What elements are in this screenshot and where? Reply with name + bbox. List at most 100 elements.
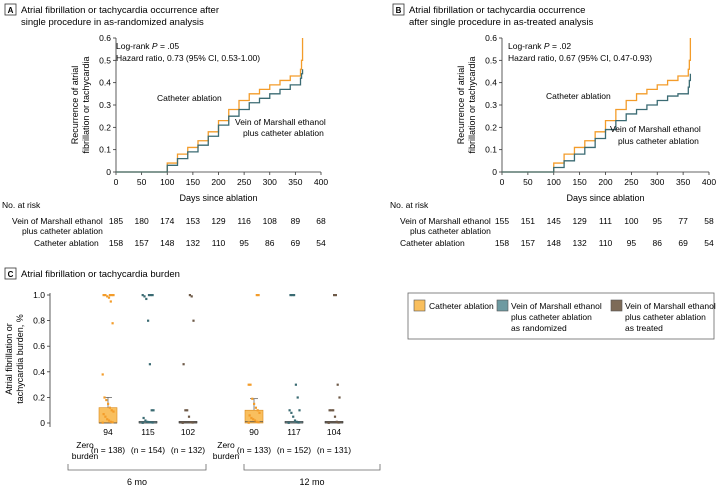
c-point-vom_treat bbox=[192, 319, 195, 322]
a-risk-catheter-value: 95 bbox=[239, 238, 249, 248]
plot-b: 0 50 100 150 200 250 300 350 400 0 0.1 0.2 0.3 0.4 0.5… bbox=[456, 33, 716, 203]
legend-label-vom-treated-2: plus catheter ablation bbox=[625, 312, 706, 322]
panel-a-letter-box bbox=[4, 3, 17, 16]
a-y-axis-label-1: Recurrence of atrial bbox=[70, 66, 80, 145]
c-point-vom_rand bbox=[298, 409, 301, 412]
c-point-vom_rand bbox=[149, 421, 152, 424]
b-risk-vom-value: 155 bbox=[495, 216, 509, 226]
b-risk-vom-value: 145 bbox=[547, 216, 561, 226]
panel-a-risk-row1-label-2: plus catheter ablation bbox=[22, 226, 103, 236]
b-y-tick-label: 0.6 bbox=[485, 33, 497, 43]
a-risk-vom-value: 153 bbox=[186, 216, 200, 226]
c-point-catheter bbox=[247, 421, 250, 424]
b-vom-curve bbox=[502, 73, 692, 173]
a-y-tick-label: 0.4 bbox=[99, 78, 111, 88]
b-y-tick-label: 0.4 bbox=[485, 78, 497, 88]
c-point-vom_rand bbox=[149, 294, 152, 297]
panel-b-risk-row1-label-1: Vein of Marshall ethanol bbox=[400, 216, 491, 226]
legend-swatch-vom-randomized bbox=[496, 299, 509, 312]
a-risk-vom-value: 180 bbox=[135, 216, 149, 226]
a-catheter-curve bbox=[116, 38, 304, 173]
group-label-12mo: 12 mo bbox=[299, 477, 324, 487]
c-point-catheter bbox=[107, 419, 111, 422]
panel-b-label-vom-1: Vein of Marshall ethanol bbox=[610, 124, 701, 134]
legend-label-vom-randomized-3: as randomized bbox=[511, 323, 567, 333]
panel-b-hazard: Hazard ratio, 0.67 (95% CI, 0.47-0.93) bbox=[508, 53, 652, 63]
c-point-vom_treat bbox=[334, 294, 337, 297]
panel-b-title-2: after single procedure in as-treated ana… bbox=[409, 17, 594, 28]
panel-a-title-2: single procedure in as-randomized analys… bbox=[21, 17, 204, 28]
c-point-catheter bbox=[106, 295, 109, 298]
c-point-catheter bbox=[255, 420, 258, 423]
c-point-vom_treat bbox=[336, 383, 339, 386]
b-risk-catheter-value: 148 bbox=[547, 238, 561, 248]
c-point-vom_rand bbox=[289, 294, 292, 297]
a-risk-vom-value: 185 bbox=[109, 216, 123, 226]
legend-label-vom-treated-3: as treated bbox=[625, 323, 663, 333]
b-risk-catheter-value: 132 bbox=[573, 238, 587, 248]
c-point-catheter bbox=[111, 421, 114, 424]
legend-label-vom-treated-1: Vein of Marshall ethanol bbox=[625, 301, 716, 311]
c-point-vom_treat bbox=[189, 421, 192, 424]
b-risk-catheter-value: 95 bbox=[627, 238, 637, 248]
b-x-tick-label: 0 bbox=[500, 177, 505, 187]
bracket-6mo bbox=[67, 464, 207, 471]
c-y-axis-label-2: tachycardia burden, % bbox=[15, 314, 25, 404]
a-x-tick-label: 50 bbox=[137, 177, 147, 187]
c-n-label: (n = 152) bbox=[277, 445, 311, 455]
b-x-tick-label: 400 bbox=[702, 177, 716, 187]
c-point-vom_rand bbox=[293, 294, 296, 297]
a-y-axis-label-2: fibrillation or tachycardia bbox=[81, 56, 91, 153]
c-point-catheter bbox=[110, 409, 113, 412]
c-point-catheter bbox=[108, 294, 111, 297]
risk-table-b: 155 158 151 157 145 148 129 132 111 110 100 95 95 86 7… bbox=[495, 216, 714, 248]
c-point-catheter bbox=[253, 419, 257, 422]
c-point-catheter bbox=[255, 294, 258, 297]
a-risk-catheter-value: 158 bbox=[109, 238, 123, 248]
legend-swatch-vom-treated bbox=[610, 299, 623, 312]
c-point-catheter bbox=[111, 322, 114, 325]
b-x-axis-label: Days since ablation bbox=[566, 193, 644, 203]
c-y-tick-label: 0.6 bbox=[33, 341, 45, 351]
c-point-catheter bbox=[104, 415, 107, 418]
c-point-catheter bbox=[256, 409, 259, 412]
c-point-vom_rand bbox=[147, 319, 150, 322]
c-point-vom_rand bbox=[145, 297, 148, 301]
b-risk-vom-value: 95 bbox=[653, 216, 663, 226]
c-point-vom_treat bbox=[186, 409, 189, 412]
c-zero-count: 94 bbox=[103, 427, 113, 437]
c-point-catheter bbox=[110, 294, 113, 297]
c-point-catheter bbox=[258, 411, 261, 414]
c-point-vom_rand bbox=[144, 419, 147, 422]
b-y-tick-label: 0 bbox=[492, 167, 497, 177]
panel-b: B Atrial fibrillation or tachycardia occ… bbox=[390, 3, 716, 248]
c-point-vom_rand bbox=[142, 416, 145, 420]
a-risk-vom-value: 68 bbox=[316, 216, 326, 226]
c-point-vom_rand bbox=[292, 415, 295, 418]
c-point-catheter bbox=[251, 397, 254, 400]
b-risk-vom-value: 58 bbox=[704, 216, 714, 226]
c-y-tick-label: 0.2 bbox=[33, 392, 45, 402]
c-point-catheter bbox=[247, 383, 250, 386]
legend-box bbox=[407, 292, 715, 340]
c-point-catheter bbox=[105, 398, 108, 402]
panel-a-label-vom-2: plus catheter ablation bbox=[243, 128, 324, 138]
panel-b-risk-row1-label-2: plus catheter ablation bbox=[410, 226, 491, 236]
c-point-catheter bbox=[257, 294, 260, 297]
zero-burden-label-12mo-2: burden bbox=[213, 451, 240, 461]
a-x-tick-label: 350 bbox=[288, 177, 302, 187]
b-risk-vom-value: 100 bbox=[624, 216, 638, 226]
c-zero-count: 104 bbox=[327, 427, 341, 437]
c-point-vom_rand bbox=[141, 421, 144, 424]
a-y-tick-label: 0.3 bbox=[99, 100, 111, 110]
c-point-catheter bbox=[103, 396, 106, 399]
c-point-vom_treat bbox=[190, 295, 193, 298]
panel-c-letter: C bbox=[8, 270, 14, 279]
c-n-label: (n = 138) bbox=[91, 445, 125, 455]
panel-a-label-vom-1: Vein of Marshall ethanol bbox=[235, 117, 326, 127]
c-point-vom_rand bbox=[295, 420, 298, 423]
panel-a-title-1: Atrial fibrillation or tachycardia occur… bbox=[21, 5, 219, 16]
b-x-tick-label: 300 bbox=[650, 177, 664, 187]
b-y-axis-label-2: fibrillation or tachycardia bbox=[467, 56, 477, 153]
c-y-tick-label: 0.8 bbox=[33, 316, 45, 326]
